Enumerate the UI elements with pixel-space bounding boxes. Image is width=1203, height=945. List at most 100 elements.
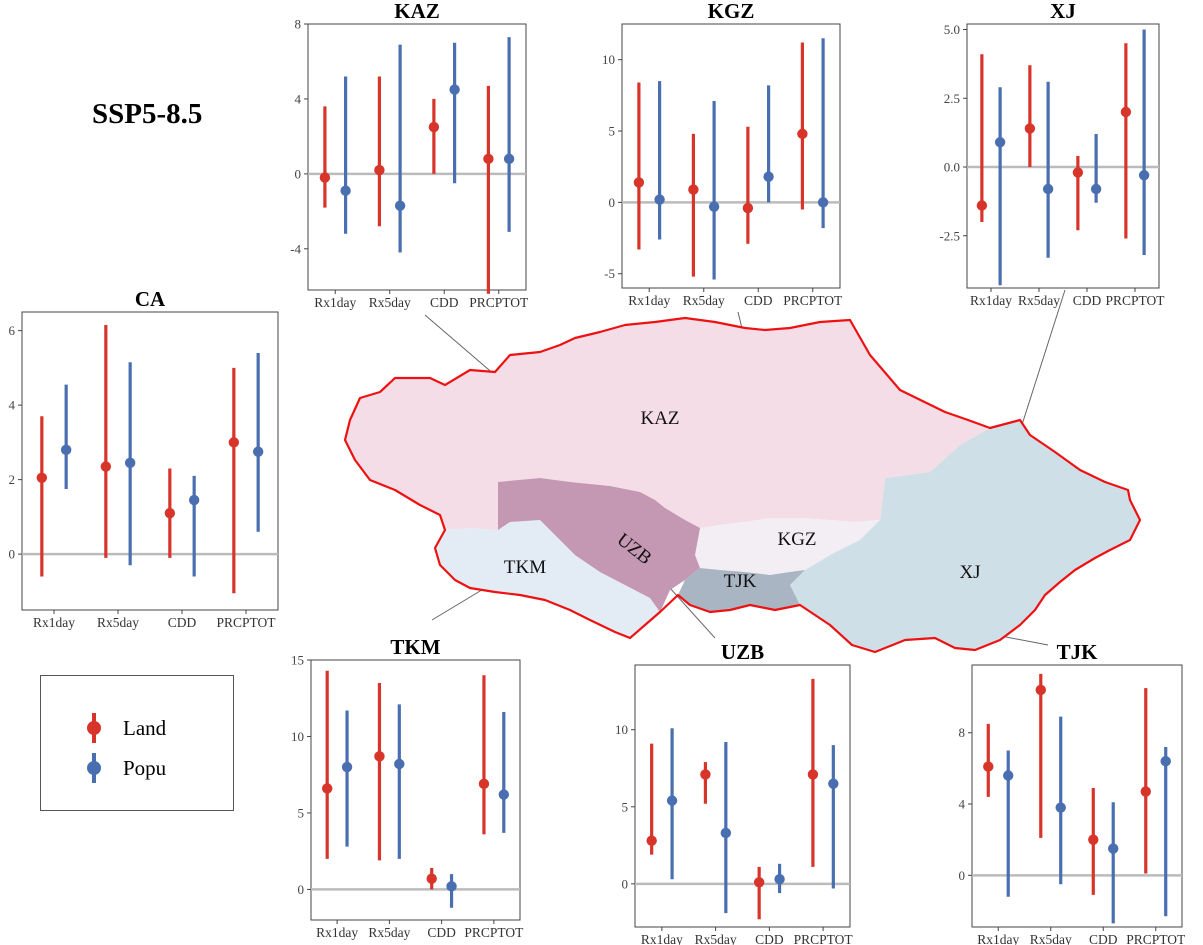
point-land [483,153,494,165]
point-land [1088,834,1099,845]
point-popu [1055,802,1066,813]
point-popu [1042,183,1054,195]
point-popu [498,789,510,800]
point-land [983,761,994,772]
point-land [646,835,657,846]
y-tick-label: 10 [615,722,628,737]
x-tick-label: PRCPTOT [1126,932,1186,945]
legend-popu-dot [87,761,101,775]
panel-uzb: UZB 0 5 10 Rx1day Rx5day CDD PRCPTOT [615,640,853,945]
y-tick-label: 5 [622,799,629,814]
x-tick-label: CDD [1089,932,1118,945]
point-land [374,751,385,762]
point-land [321,783,333,794]
point-land [1024,123,1036,134]
panel-title: TJK [1057,640,1099,664]
map-label-tjk: TJK [724,571,757,592]
x-tick-label: Rx1day [641,932,683,945]
point-popu [503,153,515,165]
point-popu [817,197,829,208]
map-label-tkm: TKM [504,557,546,578]
point-popu [124,457,136,469]
x-tick-label: CDD [755,932,784,945]
panel-title: KAZ [394,0,440,23]
map-boundary [343,316,1142,654]
point-land [36,472,48,483]
panel-title: TKM [390,635,440,659]
map-region-tjk [678,568,805,612]
point-land [374,164,385,176]
y-tick-label: 0 [959,868,966,883]
point-popu [666,795,678,806]
panel-tjk: TJK 0 4 8 Rx1day Rx5day CDD PRCPTOT [959,640,1187,945]
x-tick-label: Rx5day [1030,932,1072,945]
point-land [753,877,765,888]
point-land [426,873,437,884]
map-region-kgz [695,518,880,575]
scenario-label: SSP5-8.5 [92,98,203,130]
point-land [428,121,440,133]
legend-land-dot [87,721,101,735]
point-land [1140,786,1151,797]
point-land [478,778,490,790]
point-land [807,769,819,780]
point-popu [341,761,353,773]
y-tick-label: 10 [291,729,304,744]
point-land [700,769,711,780]
y-tick-label: 2 [9,472,16,487]
x-tick-label: PRCPTOT [216,615,276,630]
panel-kgz: KGZ -5 0 5 10 Rx1day Rx5day CDD PRCPTOT [602,0,843,308]
y-tick-label: 2.5 [944,91,960,106]
point-land [1120,106,1132,118]
point-popu [1090,183,1102,195]
panel-title: KGZ [708,0,755,23]
point-land [1072,167,1084,178]
point-popu [1003,770,1014,781]
point-land [742,202,754,214]
x-tick-label: Rx5day [369,295,411,310]
point-land [164,507,176,519]
y-tick-label: 0.0 [944,160,960,175]
x-tick-label: PRCPTOT [794,932,854,945]
x-tick-label: Rx5day [695,932,737,945]
point-land [228,437,240,448]
point-popu [720,827,732,839]
y-tick-label: 4 [295,91,302,106]
panel-kaz: KAZ -4 0 4 8 Rx1day Rx5day CDD PRCPTOT [290,0,529,310]
y-tick-label: 5 [609,124,616,139]
x-tick-label: Rx5day [97,615,139,630]
x-tick-label: PRCPTOT [464,925,524,940]
y-tick-label: 5.0 [944,22,960,37]
x-tick-label: CDD [1073,293,1102,308]
panel-tkm: TKM 0 5 10 15 Rx1day Rx5day CDD PRCPTOT [291,635,524,940]
point-land [100,461,112,472]
x-tick-label: CDD [168,615,197,630]
legend: Land Popu [40,675,234,811]
x-tick-label: PRCPTOT [1105,293,1165,308]
point-popu [1108,843,1119,854]
x-tick-label: Rx1day [977,932,1019,945]
y-tick-label: 0 [622,876,629,891]
point-land [633,177,645,188]
x-tick-label: PRCPTOT [469,295,529,310]
legend-land-label: Land [123,716,167,740]
panel-frame [21,311,279,611]
map-region-uzb [498,478,700,612]
point-popu [994,137,1006,148]
y-tick-label: 5 [298,805,305,820]
point-popu [394,200,406,211]
panel-title: UZB [721,640,764,664]
point-popu [708,201,720,212]
point-popu [188,494,200,506]
y-tick-label: -2.5 [939,228,960,243]
x-tick-label: Rx5day [1018,293,1060,308]
y-tick-label: 10 [602,52,615,67]
y-tick-label: 8 [959,725,966,740]
point-popu [449,84,460,95]
panel-title: XJ [1050,0,1076,23]
y-tick-label: 0 [609,195,616,210]
x-tick-label: Rx1day [970,293,1012,308]
point-popu [446,881,457,892]
point-popu [340,185,351,196]
point-popu [1138,170,1150,181]
